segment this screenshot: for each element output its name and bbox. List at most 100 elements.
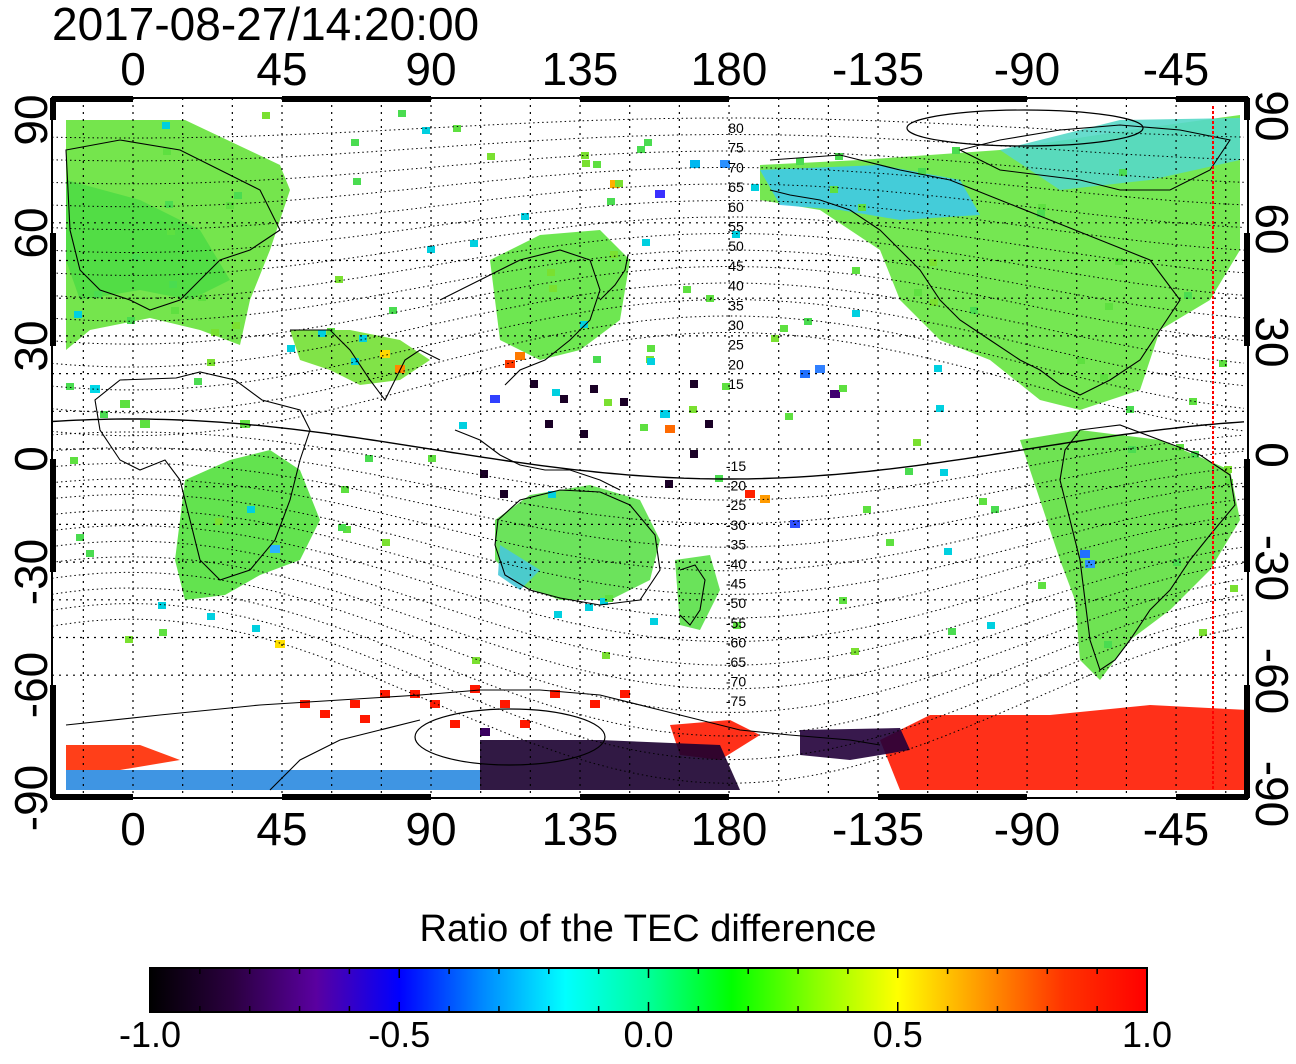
magnetic-latitude-label: -75 (726, 693, 746, 709)
tec-cell (194, 378, 202, 385)
tec-cell (940, 469, 948, 476)
tec-cell (427, 246, 435, 253)
tec-cell (547, 269, 555, 276)
tec-cell (490, 395, 500, 403)
tec-cell (647, 345, 655, 352)
tec-cell (851, 648, 859, 655)
tec-cell (655, 190, 665, 198)
magnetic-latitude-label: -20 (726, 478, 746, 494)
tec-cell (360, 715, 370, 723)
tec-cell (858, 204, 866, 211)
tec-cell (580, 321, 588, 328)
magnetic-latitude-label: -40 (726, 556, 746, 572)
tec-cell (90, 385, 100, 393)
magnetic-latitude-label: 75 (728, 140, 744, 156)
coastline (454, 429, 621, 491)
tec-cell (520, 720, 530, 728)
tec-cell (226, 202, 234, 209)
magnetic-contour (52, 249, 1245, 322)
tec-cell (287, 345, 295, 352)
magnetic-contour (52, 233, 1245, 299)
tec-cell (948, 628, 956, 635)
magnetic-contour (52, 299, 1245, 391)
tec-cell (430, 700, 440, 708)
tec-cell (637, 146, 645, 153)
tec-cell (863, 506, 871, 513)
colorbar-ticks (149, 968, 1148, 1012)
magnetic-contour (52, 540, 1245, 666)
tec-cell (211, 329, 219, 336)
magnetic-latitude-label: 35 (728, 297, 744, 313)
bottom-longitude-label: 0 (120, 803, 146, 855)
tec-cell (640, 424, 648, 431)
tec-cell (690, 160, 700, 168)
tec-cell (1224, 466, 1232, 473)
coastline (269, 719, 421, 791)
magnetic-contour (52, 216, 1245, 276)
tec-cell (351, 139, 359, 146)
tec-cell (830, 390, 840, 398)
tec-cell (936, 405, 944, 412)
tec-cell (610, 251, 618, 258)
coastline (494, 489, 661, 606)
tec-region-antarctic-west (66, 745, 180, 770)
tec-cell (952, 147, 960, 154)
tec-cell (934, 365, 942, 372)
tec-cell (343, 526, 351, 533)
tec-cell (593, 356, 601, 363)
tec-cell (604, 399, 612, 406)
tec-cell (275, 640, 285, 648)
tec-data-layer (66, 110, 1248, 790)
tec-cell (581, 152, 589, 159)
tec-cell (169, 281, 177, 288)
top-longitude-label: -45 (1142, 43, 1210, 95)
tec-cell (930, 299, 938, 306)
colorbar-tick-label: -0.5 (368, 1014, 431, 1055)
tec-cell (1189, 398, 1197, 405)
tec-cell (852, 267, 860, 274)
tec-cell (127, 317, 135, 324)
tec-cell (487, 153, 495, 160)
magnetic-contour (52, 167, 1245, 208)
tec-cell (929, 259, 937, 266)
tec-cell (470, 685, 480, 693)
magnetic-latitude-label: 30 (728, 317, 744, 333)
bottom-longitude-label: 135 (541, 803, 619, 855)
tec-cell (722, 383, 730, 390)
colorbar-tick-label: 0.0 (623, 1014, 674, 1055)
magnetic-contour (52, 618, 1245, 784)
tec-cell-negative (480, 470, 488, 478)
tec-cell (549, 285, 557, 292)
tec-cell (650, 618, 658, 625)
magnetic-contour (52, 431, 1245, 501)
tec-cell (914, 289, 922, 296)
tec-cell-negative (690, 450, 698, 458)
top-longitude-label: 90 (405, 43, 457, 95)
magnetic-contour (52, 117, 1245, 139)
tec-cell (207, 613, 215, 620)
magnetic-latitude-label: 50 (728, 238, 744, 254)
tec-cell (140, 420, 150, 428)
tec-cell (100, 411, 108, 418)
tec-cell (800, 370, 810, 378)
tec-region-south-band (66, 770, 480, 790)
tec-cell-negative (580, 430, 588, 438)
magnetic-latitude-label: 25 (728, 337, 744, 353)
tec-cell (590, 700, 600, 708)
magnetic-latitude-label: -70 (726, 674, 746, 690)
magnetic-latitude-label: 20 (728, 356, 744, 372)
magnetic-latitude-label: 15 (728, 376, 744, 392)
tec-cell (647, 358, 655, 365)
magnetic-contour (52, 509, 1245, 619)
tec-cell (615, 180, 623, 187)
magnetic-contour (52, 266, 1245, 345)
magnetic-pole-contour (414, 708, 606, 766)
magnetic-contour (52, 150, 1245, 185)
tec-region-east-asia (490, 230, 630, 360)
magnetic-latitude-label: 70 (728, 159, 744, 175)
coastlines (65, 124, 1236, 791)
tec-cell (839, 385, 847, 392)
magnetic-latitude-label: -60 (726, 634, 746, 650)
tec-cell (665, 425, 675, 433)
tec-cell (550, 690, 560, 698)
